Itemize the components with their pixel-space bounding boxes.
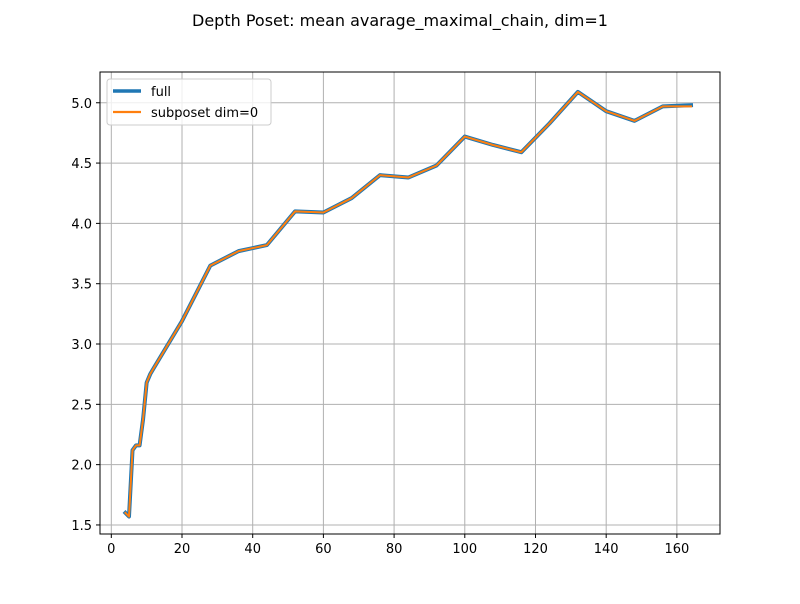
x-tick-label-6: 120: [523, 542, 548, 557]
x-tick-label-2: 40: [244, 542, 261, 557]
series-layer: [122, 89, 694, 519]
x-tick-label-0: 0: [107, 542, 115, 557]
y-tick-label-5: 4.0: [71, 217, 92, 232]
series-line-subposet: [124, 90, 693, 518]
x-tick-label-7: 140: [594, 542, 619, 557]
y-tick-label-1: 2.0: [71, 459, 92, 474]
chart-title: Depth Poset: mean avarage_maximal_chain,…: [192, 11, 608, 31]
x-tick-label-4: 80: [386, 542, 403, 557]
y-tick-label-0: 1.5: [71, 519, 92, 534]
x-tick-label-1: 20: [174, 542, 191, 557]
plot-frame: [99, 71, 721, 535]
legend-label-subposet: subposet dim=0: [151, 106, 258, 121]
x-tick-label-5: 100: [452, 542, 477, 557]
y-tick-label-2: 2.5: [71, 398, 92, 413]
y-tick-label-3: 3.0: [71, 338, 92, 353]
y-tick-label-6: 4.5: [71, 157, 92, 172]
grid-lines: [100, 72, 720, 534]
x-tick-label-8: 160: [664, 542, 689, 557]
y-tick-label-7: 5.0: [71, 97, 92, 112]
x-tick-label-3: 60: [315, 542, 332, 557]
legend-box: [106, 78, 272, 126]
legend: full subposet dim=0: [106, 78, 272, 126]
axes: 0 20 40 60 80 100 120 140 160 1.5 2.0 2.5 3.0 3.5 4.0 4…: [71, 97, 689, 557]
y-tick-label-4: 3.5: [71, 278, 92, 293]
legend-label-full: full: [151, 85, 171, 100]
